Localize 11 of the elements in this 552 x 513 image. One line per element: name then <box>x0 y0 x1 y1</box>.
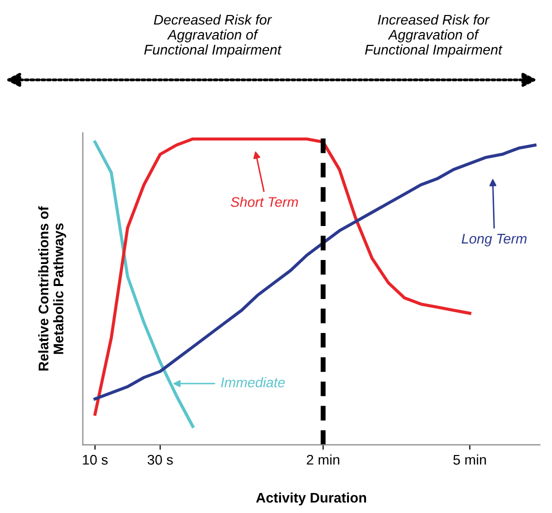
x-axis-title: Activity Duration <box>256 492 366 506</box>
x-tick-label: 5 min <box>453 454 486 465</box>
text: Short Term <box>230 196 298 207</box>
legend-label: Immediate <box>221 377 285 388</box>
text: Increased Risk for Aggravation of Functional Impairment <box>365 14 503 58</box>
text: Decreased Risk for Aggravation of Functional Impairment <box>144 14 282 58</box>
x-tick-label: 10 s <box>82 454 108 465</box>
x-tick-label: 2 min <box>306 454 340 465</box>
x-tick-label: 30 s <box>148 454 173 465</box>
y-axis-title: Relative Contributions of Metabolic Pathways <box>38 206 66 370</box>
text: Long Term <box>462 234 527 246</box>
